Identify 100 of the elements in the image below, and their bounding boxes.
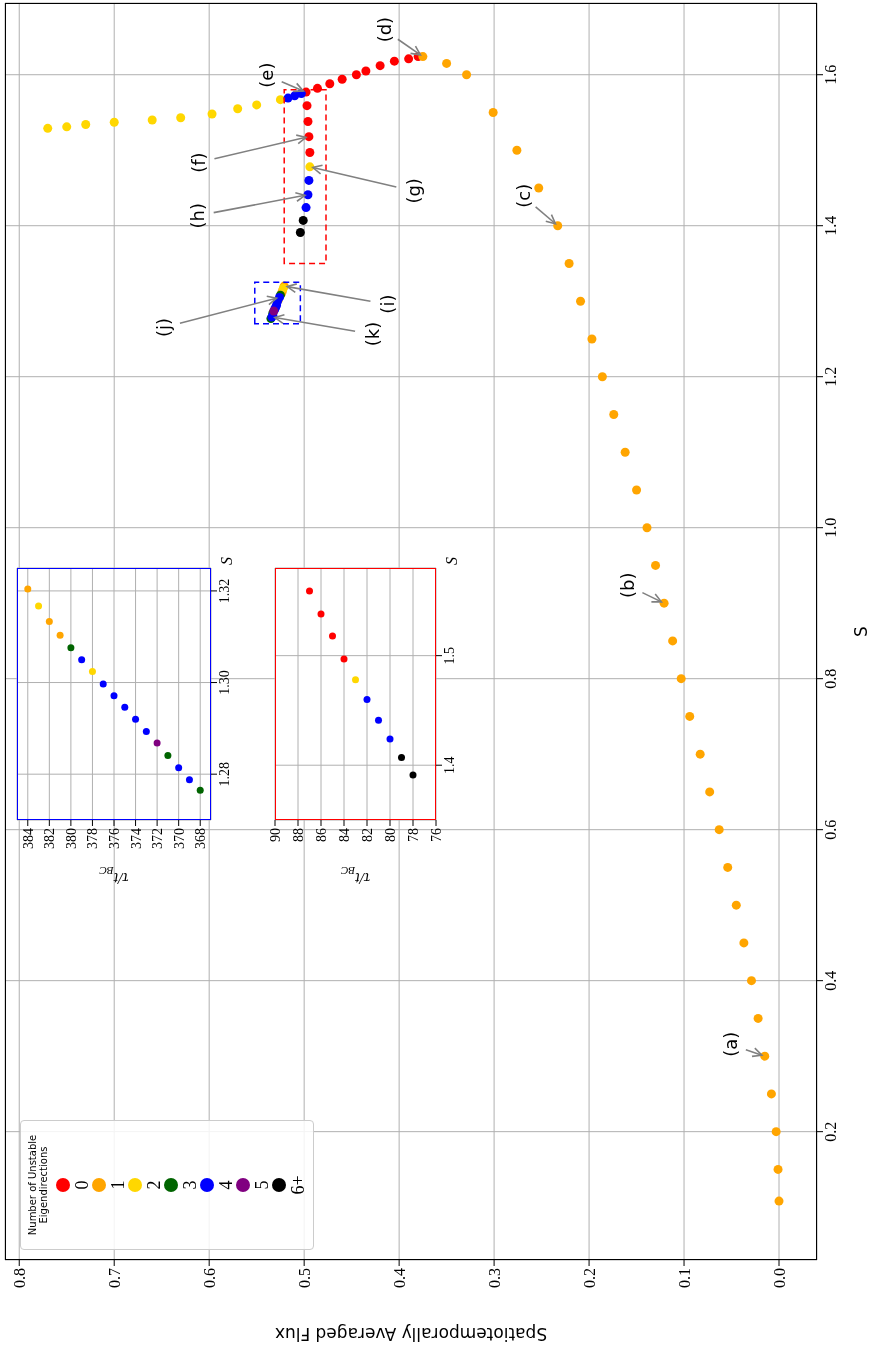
annotation: (c) bbox=[512, 183, 534, 208]
point bbox=[685, 711, 695, 721]
annotation: (h) bbox=[186, 203, 208, 229]
point bbox=[632, 485, 642, 495]
y-tick-label: 1.0 bbox=[822, 517, 840, 538]
point bbox=[301, 203, 311, 213]
point bbox=[283, 93, 293, 103]
point bbox=[553, 221, 563, 231]
point bbox=[442, 58, 452, 68]
x-tick-label: 86 bbox=[313, 828, 329, 842]
point bbox=[739, 938, 749, 948]
point bbox=[676, 674, 686, 684]
point bbox=[753, 1013, 763, 1023]
point bbox=[305, 162, 315, 172]
point bbox=[723, 862, 733, 872]
point bbox=[773, 1164, 783, 1174]
point bbox=[43, 123, 53, 133]
legend-label: 4 bbox=[216, 1180, 236, 1190]
point bbox=[620, 447, 630, 457]
point bbox=[534, 183, 544, 193]
annotation: (g) bbox=[402, 178, 424, 204]
x-tick-label: 0.1 bbox=[675, 1268, 693, 1288]
point bbox=[398, 754, 405, 762]
point bbox=[512, 145, 522, 155]
point bbox=[121, 703, 129, 711]
point bbox=[329, 632, 336, 640]
point bbox=[78, 656, 86, 664]
point bbox=[81, 120, 91, 130]
y-tick-label: 1.2 bbox=[822, 366, 840, 387]
x-tick-label: 0.5 bbox=[295, 1268, 313, 1288]
point bbox=[295, 228, 305, 238]
point bbox=[176, 113, 186, 123]
x-tick-label: 0.0 bbox=[770, 1268, 788, 1288]
legend-label: 5 bbox=[252, 1180, 272, 1190]
annotation: (e) bbox=[255, 62, 277, 88]
x-tick-label: 0.8 bbox=[10, 1268, 28, 1288]
point bbox=[164, 751, 172, 759]
point bbox=[185, 776, 193, 784]
y-tick-label: 1.5 bbox=[441, 646, 457, 665]
legend-label: 3 bbox=[180, 1180, 200, 1190]
point bbox=[312, 83, 322, 93]
point bbox=[564, 258, 574, 268]
point bbox=[651, 560, 661, 570]
point bbox=[766, 1089, 776, 1099]
point bbox=[337, 74, 347, 84]
annotation: (d) bbox=[373, 16, 395, 43]
point bbox=[404, 54, 414, 64]
x-tick-label: 374 bbox=[128, 828, 144, 849]
point bbox=[409, 771, 417, 779]
point bbox=[175, 764, 183, 772]
annotation: (i) bbox=[376, 294, 398, 314]
point bbox=[375, 716, 382, 724]
x-tick-label: 378 bbox=[85, 828, 101, 849]
x-tick-label: 370 bbox=[171, 828, 187, 849]
x-tick-label: 0.4 bbox=[390, 1268, 408, 1288]
annotation: (f) bbox=[187, 152, 209, 173]
point bbox=[774, 1196, 784, 1206]
point bbox=[746, 976, 756, 986]
point bbox=[304, 175, 314, 185]
point bbox=[196, 786, 204, 794]
y-tick-label: 1.32 bbox=[216, 578, 232, 604]
point bbox=[153, 739, 161, 747]
x-tick-label: 0.7 bbox=[105, 1268, 123, 1288]
y-axis-title: S bbox=[218, 557, 235, 565]
y-tick-label: 0.4 bbox=[822, 970, 840, 991]
point bbox=[352, 676, 359, 684]
y-tick-label: 1.4 bbox=[822, 215, 840, 236]
x-tick-label: 368 bbox=[193, 828, 209, 849]
point bbox=[305, 147, 315, 157]
y-tick-label: 0.2 bbox=[822, 1121, 840, 1142]
point bbox=[351, 70, 361, 80]
point bbox=[56, 631, 64, 639]
point bbox=[576, 296, 586, 306]
y-tick-label: 1.28 bbox=[216, 761, 232, 787]
y-tick-label: 1.30 bbox=[216, 670, 232, 695]
legend-title: Number of Unstable Eigendirections bbox=[27, 1133, 49, 1238]
point bbox=[340, 655, 348, 663]
point bbox=[109, 117, 119, 127]
annotation: (a) bbox=[719, 1031, 741, 1057]
point bbox=[35, 602, 43, 610]
point bbox=[88, 668, 96, 676]
point bbox=[714, 825, 724, 835]
x-tick-label: 380 bbox=[63, 828, 79, 849]
legend-label: 2 bbox=[144, 1180, 164, 1190]
x-tick-label: 84 bbox=[336, 828, 352, 842]
point bbox=[298, 215, 308, 225]
point bbox=[389, 56, 399, 66]
x-tick-label: 78 bbox=[405, 828, 421, 842]
x-tick-label: 0.2 bbox=[580, 1268, 598, 1288]
x-tick-label: 0.3 bbox=[485, 1268, 503, 1288]
y-tick-label: 1.4 bbox=[441, 756, 457, 774]
point bbox=[361, 66, 371, 76]
x-tick-label: 82 bbox=[359, 828, 375, 842]
point bbox=[386, 735, 394, 743]
annotation: (k) bbox=[361, 321, 383, 347]
point bbox=[597, 372, 607, 382]
point bbox=[760, 1051, 770, 1061]
y-axis-title: S bbox=[443, 557, 460, 565]
point bbox=[110, 692, 118, 700]
point bbox=[303, 117, 313, 127]
